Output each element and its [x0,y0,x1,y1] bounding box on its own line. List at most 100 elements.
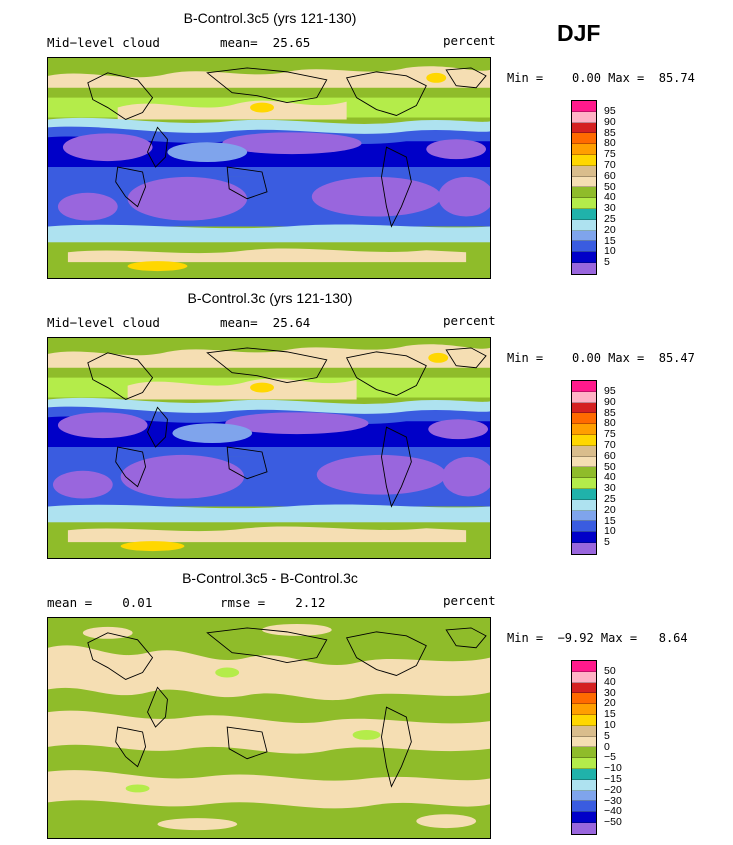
colorbar-label: 5 [604,729,610,742]
colorbar-label: 10 [604,718,616,731]
colorbar-cell [572,693,596,705]
colorbar-label: 60 [604,169,616,182]
colorbar-cell [572,144,596,155]
purple-region [62,133,153,162]
coastlines [87,347,487,508]
colorbar-cell [572,671,596,683]
colorbar-cell [572,187,596,199]
colorbar-label: −40 [604,805,622,818]
colorbar-label: 90 [604,395,616,408]
colorbar-cell [572,704,596,715]
colorbar-label: 5 [604,256,610,269]
colorbar-cell [572,768,596,780]
colorbar-cell [572,122,596,134]
season-label: DJF [557,20,601,46]
colorbar-label: 70 [604,158,616,171]
colorbar-cell [572,661,596,672]
panel-title: B-Control.3c5 (yrs 121-130) [183,10,357,26]
colorbar-label: 70 [604,438,616,451]
colorbar-label: 90 [604,115,616,128]
colorbar-label: −10 [604,762,622,775]
panel-title: B-Control.3c (yrs 121-130) [187,290,353,306]
colorbar-label: −50 [604,816,622,829]
colorbar-cell [572,488,596,500]
colorbar-label: 95 [604,385,616,397]
cloud-map [47,57,491,279]
colorbar-label: 85 [604,126,616,139]
colorbar [571,660,597,835]
colorbar-label: 30 [604,202,616,215]
colorbar [571,100,597,275]
units-label: percent [443,593,496,608]
colorbar-label: −30 [604,794,622,807]
colorbar-cell [572,445,596,457]
colorbar-cell [572,101,596,112]
difference-map [47,617,491,839]
colorbar-cell [572,725,596,737]
colorbar-label: 20 [604,223,616,236]
difference-map-svg [48,618,490,838]
mean-label: mean = 0.01 [47,595,153,610]
colorbar-cell [572,391,596,403]
colorbar-cell [572,381,596,392]
colorbar-label: 40 [604,675,616,688]
units-label: percent [443,313,496,328]
variable-label: Mid−level cloud [47,35,160,50]
colorbar-cell [572,758,596,769]
colorbar-label: 15 [604,708,616,721]
colorbar-label: 10 [604,245,616,258]
colorbar-cell [572,801,596,813]
mean-label: mean= 25.65 [220,35,311,50]
colorbar-label: 5 [604,536,610,549]
panel-difference: B-Control.3c5 - B-Control.3c mean = 0.01… [0,560,733,840]
colorbar-cell [572,402,596,414]
colorbar-label: 80 [604,417,616,430]
arctic-band [48,344,490,368]
colorbar-label: 40 [604,471,616,484]
minmax-label: Min = 0.00 Max = 85.74 [507,71,695,85]
colorbar-label: 40 [604,191,616,204]
minmax-label: Min = 0.00 Max = 85.47 [507,351,695,365]
colorbar-cell [572,790,596,802]
colorbar-cell [572,165,596,177]
colorbar-label: 95 [604,105,616,117]
colorbar-label: 15 [604,234,616,247]
colorbar-labels: 95 90 85 80 75 70 60 50 40 30 25 20 15 1… [604,386,616,548]
colorbar-cell [572,499,596,511]
colorbar-label: 50 [604,460,616,473]
colorbar-cell [572,111,596,123]
colorbar-label: 50 [604,180,616,193]
cloud-map-svg [48,338,490,558]
colorbar-cell [572,424,596,435]
colorbar-label: 30 [604,482,616,495]
colorbar-cell [572,434,596,446]
colorbar-label: 10 [604,525,616,538]
colorbar-cell [572,510,596,522]
panel-title: B-Control.3c5 - B-Control.3c [182,570,358,586]
colorbar-cell [572,241,596,253]
purple-region [57,412,148,439]
colorbar-cell [572,198,596,209]
panel-control-case: B-Control.3c (yrs 121-130) Mid−level clo… [0,280,733,560]
cloud-map-svg [48,58,490,278]
colorbar-label: 75 [604,148,616,161]
colorbar-cell [572,682,596,694]
colorbar-cell [572,413,596,425]
variable-label: Mid−level cloud [47,315,160,330]
colorbar-label: 85 [604,406,616,419]
colorbar [571,380,597,555]
colorbar-cell [572,262,596,274]
colorbar-cell [572,542,596,554]
panel-test-case: B-Control.3c5 (yrs 121-130) Mid−level cl… [0,0,733,280]
colorbar-label: −15 [604,772,622,785]
colorbar-label: 30 [604,686,616,699]
colorbar-label: 60 [604,449,616,462]
colorbar-cell [572,208,596,220]
colorbar-cell [572,230,596,242]
colorbar-label: 20 [604,503,616,516]
colorbar-cell [572,456,596,468]
colorbar-label: 80 [604,137,616,150]
colorbar-cell [572,779,596,791]
colorbar-label: 15 [604,514,616,527]
colorbar-cell [572,812,596,823]
